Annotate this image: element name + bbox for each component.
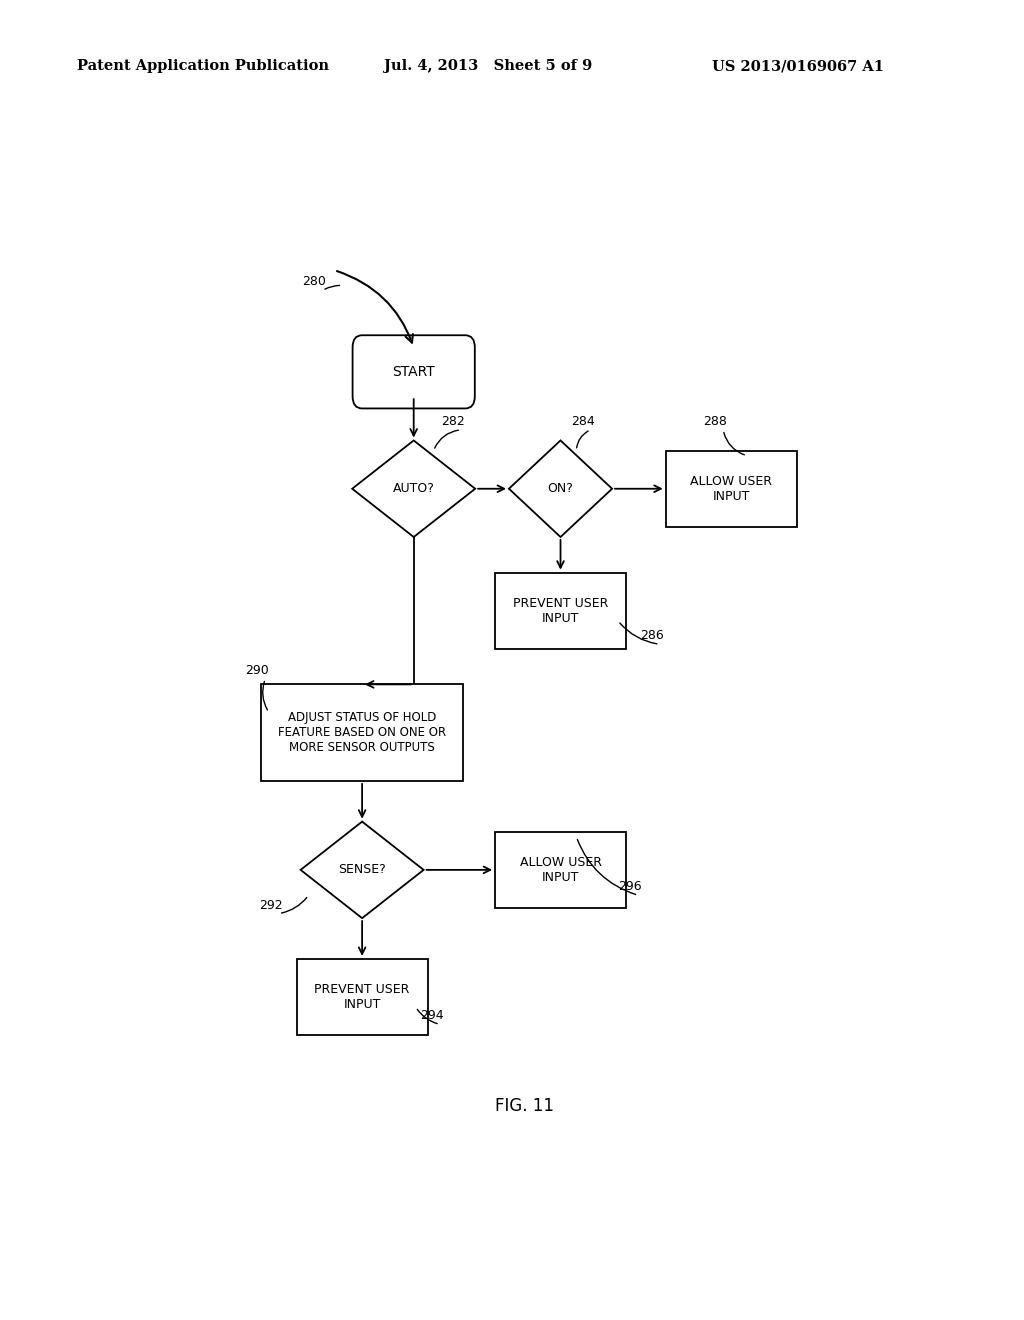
Text: 288: 288: [703, 414, 727, 428]
Text: 290: 290: [246, 664, 269, 677]
Text: START: START: [392, 364, 435, 379]
Text: 296: 296: [618, 880, 642, 894]
Text: ALLOW USER
INPUT: ALLOW USER INPUT: [519, 855, 601, 884]
Text: FIG. 11: FIG. 11: [496, 1097, 554, 1114]
Text: 294: 294: [420, 1010, 443, 1022]
Text: 280: 280: [303, 276, 327, 289]
Text: ON?: ON?: [548, 482, 573, 495]
Bar: [495, 832, 626, 908]
Text: PREVENT USER
INPUT: PREVENT USER INPUT: [314, 983, 410, 1011]
Text: Jul. 4, 2013   Sheet 5 of 9: Jul. 4, 2013 Sheet 5 of 9: [384, 59, 592, 74]
Text: 284: 284: [570, 414, 595, 428]
Text: 292: 292: [259, 899, 283, 912]
Text: Patent Application Publication: Patent Application Publication: [77, 59, 329, 74]
Polygon shape: [509, 441, 612, 537]
Bar: [297, 958, 428, 1035]
Text: US 2013/0169067 A1: US 2013/0169067 A1: [712, 59, 884, 74]
Text: ALLOW USER
INPUT: ALLOW USER INPUT: [690, 475, 772, 503]
FancyBboxPatch shape: [352, 335, 475, 408]
Polygon shape: [301, 821, 424, 919]
Text: ADJUST STATUS OF HOLD
FEATURE BASED ON ONE OR
MORE SENSOR OUTPUTS: ADJUST STATUS OF HOLD FEATURE BASED ON O…: [279, 711, 446, 754]
Polygon shape: [352, 441, 475, 537]
Text: 286: 286: [640, 630, 664, 642]
Text: PREVENT USER
INPUT: PREVENT USER INPUT: [513, 597, 608, 624]
Bar: [495, 573, 626, 649]
Text: SENSE?: SENSE?: [338, 863, 386, 876]
Bar: [261, 684, 463, 781]
Text: AUTO?: AUTO?: [393, 482, 434, 495]
Text: 282: 282: [441, 414, 465, 428]
Bar: [666, 450, 797, 527]
